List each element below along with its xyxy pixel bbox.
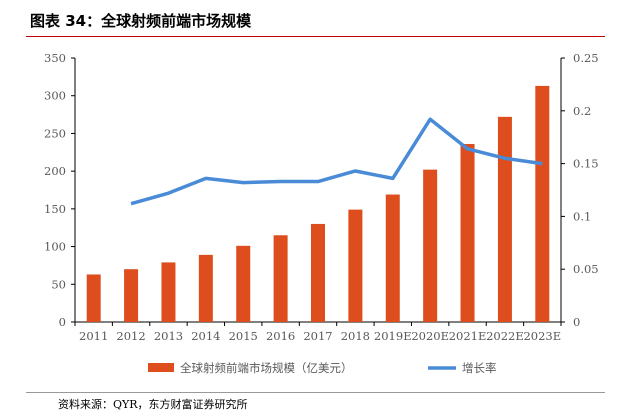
bar <box>124 269 139 322</box>
right-tick-label: 0 <box>573 315 580 329</box>
x-tick-label: 2022E <box>486 329 524 343</box>
figure-title: 图表 34：全球射频前端市场规模 <box>30 12 252 30</box>
x-tick-label: 2011 <box>79 329 108 343</box>
bar <box>198 254 213 322</box>
bar <box>273 235 288 322</box>
right-tick-label: 0.2 <box>573 104 591 118</box>
bar <box>86 274 101 322</box>
x-tick-label: 2018 <box>341 329 370 343</box>
left-tick-label: 150 <box>44 202 66 216</box>
bar <box>535 85 550 322</box>
source-note: 资料来源：QYR，东方财富证券研究所 <box>58 398 248 411</box>
left-tick-label: 200 <box>44 164 66 178</box>
legend-bar-swatch <box>148 363 174 372</box>
left-tick-label: 0 <box>59 315 66 329</box>
right-tick-label: 0.25 <box>573 51 599 65</box>
bar <box>311 223 325 322</box>
x-tick-label: 2021E <box>449 329 487 343</box>
x-tick-label: 2015 <box>229 329 258 343</box>
left-tick-label: 100 <box>44 240 66 254</box>
legend-bar-label: 全球射频前端市场规模（亿美元） <box>180 361 353 375</box>
right-tick-label: 0.05 <box>573 262 599 276</box>
growth-line <box>130 117 543 206</box>
x-tick-label: 2020E <box>411 329 449 343</box>
left-tick-label: 350 <box>44 51 66 65</box>
bar <box>497 116 512 322</box>
x-tick-label: 2014 <box>191 329 220 343</box>
x-tick-label: 2023E <box>523 329 561 343</box>
left-tick-label: 50 <box>51 277 66 291</box>
x-tick-label: 2017 <box>303 329 332 343</box>
right-tick-label: 0.15 <box>573 157 599 171</box>
x-tick-label: 2016 <box>266 329 295 343</box>
bar <box>348 209 363 322</box>
right-tick-label: 0.1 <box>573 209 591 223</box>
x-tick-label: 2012 <box>116 329 145 343</box>
bar <box>385 194 400 322</box>
left-tick-label: 250 <box>44 126 66 140</box>
left-tick-label: 300 <box>44 89 66 103</box>
legend-line-label: 增长率 <box>462 361 497 375</box>
title-divider <box>26 36 605 37</box>
x-tick-label: 2013 <box>154 329 183 343</box>
x-tick-label: 2019E <box>374 329 412 343</box>
bar <box>460 143 475 322</box>
bar <box>236 245 251 322</box>
bar <box>423 169 438 322</box>
source-divider <box>26 392 605 393</box>
bar <box>161 262 176 322</box>
